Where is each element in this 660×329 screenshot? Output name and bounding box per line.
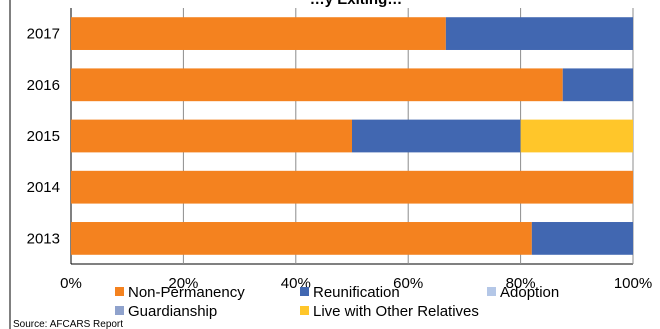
legend-swatch — [115, 287, 124, 296]
bar-segment — [562, 68, 633, 102]
bars — [71, 17, 633, 255]
x-tick-label: 60% — [393, 275, 423, 292]
y-tick-label: 2017 — [27, 26, 60, 43]
y-tick-label: 2014 — [27, 179, 60, 196]
bar-segment — [520, 119, 633, 153]
bar-segment — [71, 170, 633, 204]
x-tick-label: 80% — [506, 275, 536, 292]
x-tick-label: 0% — [60, 275, 82, 292]
legend-swatch — [487, 287, 496, 296]
source-note: Source: AFCARS Report — [13, 319, 123, 329]
legend-swatch — [115, 306, 124, 315]
bar-segment — [445, 17, 633, 50]
legend-label: Reunification — [313, 284, 400, 301]
y-tick-label: 2016 — [27, 77, 60, 94]
legend-label: Live with Other Relatives — [313, 303, 479, 320]
legend-label: Non-Permanency — [128, 284, 245, 301]
legend-label: Adoption — [500, 284, 559, 301]
bar-segment — [531, 222, 633, 255]
bar-segment — [71, 68, 563, 102]
y-tick-label: 2013 — [27, 230, 60, 247]
bar-segment — [71, 222, 532, 255]
bar-segment — [352, 119, 521, 153]
bar-segment — [71, 119, 352, 153]
bar-segment — [71, 17, 446, 50]
legend-label: Guardianship — [128, 303, 217, 320]
x-tick-label: 20% — [168, 275, 198, 292]
chart-title: …y Exiting… — [310, 0, 403, 8]
y-tick-labels: 2013 2014 2015 2016 2017 — [27, 26, 60, 248]
y-tick-label: 2015 — [27, 128, 60, 145]
legend-swatch — [300, 287, 309, 296]
x-tick-label: 100% — [614, 275, 652, 292]
legend-swatch — [300, 306, 309, 315]
legend: Non-Permanency Reunification Adoption Guard… — [115, 284, 559, 320]
